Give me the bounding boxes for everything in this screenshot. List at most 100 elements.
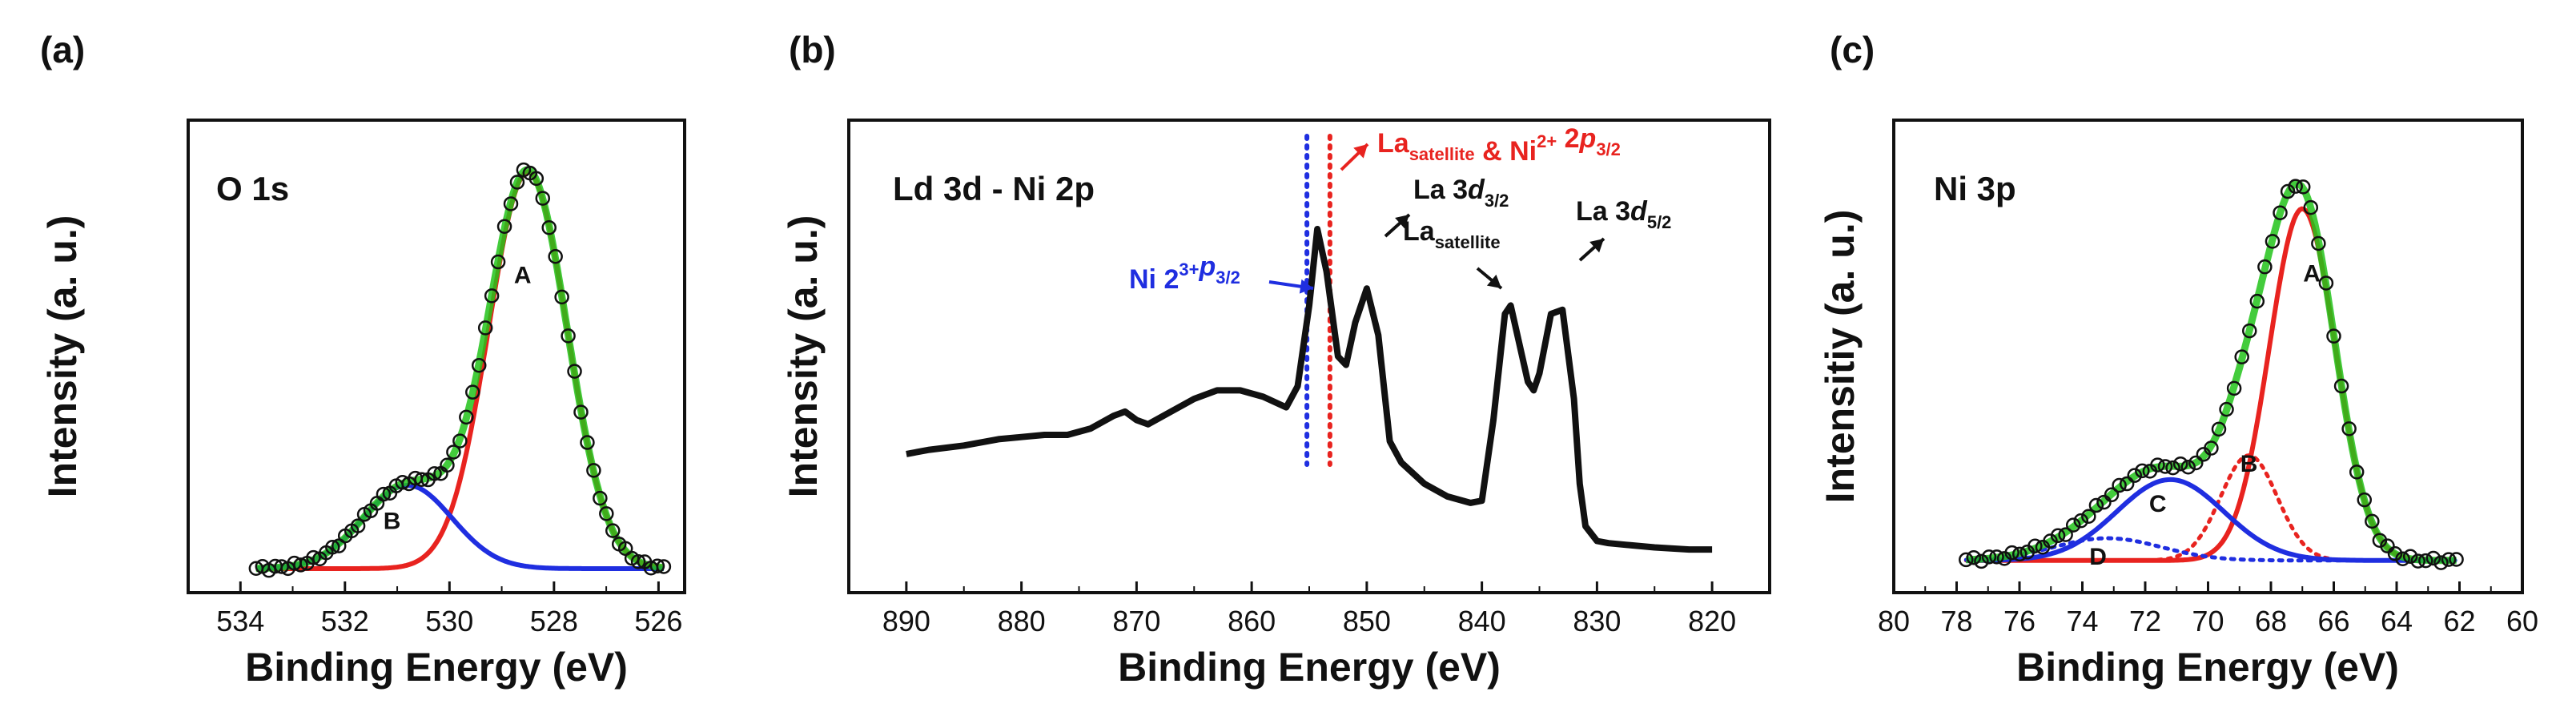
data-point	[2333, 378, 2349, 394]
data-point	[2112, 477, 2127, 493]
data-point	[548, 248, 563, 264]
data-point	[2433, 555, 2449, 570]
panel-a-xticks: 534 532 530 528 526	[216, 581, 682, 638]
xtick-label: 60	[2506, 605, 2538, 638]
data-point	[471, 357, 487, 373]
data-point	[2165, 460, 2180, 476]
xtick-label: 72	[2129, 605, 2161, 638]
panel-a-letter: (a)	[40, 29, 85, 70]
panel-b-title: Ld 3d - Ni 2p	[893, 170, 1095, 207]
xtick-label: 530	[425, 605, 473, 638]
data-point	[605, 523, 621, 538]
data-point	[2088, 497, 2104, 513]
data-point	[1959, 552, 1974, 568]
xtick-label: 78	[1940, 605, 1972, 638]
xtick-label: 66	[2317, 605, 2349, 638]
data-point	[2104, 487, 2120, 503]
annotation-la-satellite: Lasatellite	[1403, 216, 1501, 252]
data-point	[2081, 509, 2096, 524]
data-point	[2027, 538, 2043, 554]
data-point	[490, 254, 506, 270]
panel-b-annotations: Ni 23+p3/2 Lasatellite & Ni2+ 2p3/2 La 3d3…	[1129, 123, 1671, 295]
xtick-label: 890	[882, 605, 930, 638]
data-point	[2204, 440, 2219, 456]
data-point	[630, 554, 646, 569]
data-point	[2058, 527, 2073, 542]
panel-c-curves	[1963, 179, 2459, 565]
panel-a-xlabel: Binding Energy (eV)	[245, 645, 628, 690]
data-point	[599, 506, 614, 521]
data-point	[535, 191, 551, 206]
data-point	[580, 435, 595, 450]
data-point	[2150, 457, 2165, 473]
data-point	[1989, 549, 2004, 565]
data-point	[2180, 460, 2196, 475]
data-point	[2295, 179, 2311, 195]
data-point	[350, 518, 366, 533]
data-point	[2402, 549, 2418, 564]
panel-b-xlabel: Binding Energy (eV)	[1118, 645, 1501, 690]
xtick-label: 830	[1573, 605, 1621, 638]
data-point	[2188, 455, 2204, 471]
data-point	[2257, 259, 2273, 275]
xtick-label: 74	[2066, 605, 2098, 638]
peak-curve-A	[1966, 206, 2457, 563]
panel-c-title: Ni 3p	[1934, 170, 2016, 207]
annotation-ni3-arrow-head	[1299, 279, 1313, 294]
xtick-label: 850	[1343, 605, 1391, 638]
data-point	[2365, 513, 2380, 529]
xtick-label: 840	[1458, 605, 1506, 638]
data-point	[1966, 549, 1982, 565]
data-point	[477, 320, 493, 336]
envelope-curve	[1966, 179, 2457, 565]
panel-b-curves	[906, 226, 1713, 553]
panel-a-markers	[248, 162, 672, 578]
data-point	[446, 444, 461, 460]
peak-label-C: C	[2149, 491, 2167, 517]
data-point	[452, 433, 468, 448]
data-point	[2249, 293, 2265, 309]
panel-c-xticks: 80 78 76 74 72 70 68 66 64 62 60	[1878, 581, 2538, 638]
panel-c-ylabel: Intensitiy (a. u.)	[1818, 210, 1863, 504]
data-point	[459, 409, 474, 425]
data-point	[2303, 199, 2319, 215]
data-point	[2380, 538, 2395, 553]
xtick-label: 70	[2192, 605, 2224, 638]
annotation-la-3d52-arrow-head	[1589, 239, 1604, 253]
annotation-la-3d52: La 3d5/2	[1576, 196, 1671, 232]
xtick-label: 820	[1688, 605, 1736, 638]
data-point	[2065, 517, 2081, 533]
xtick-label: 528	[530, 605, 578, 638]
panel-c-peak-labels: A B C D	[2089, 261, 2321, 570]
data-point	[541, 219, 557, 235]
xtick-label: 860	[1228, 605, 1276, 638]
xtick-label: 532	[321, 605, 369, 638]
data-point	[2172, 456, 2188, 472]
data-point	[1974, 553, 1989, 569]
annotation-la-3d32-arrow-head	[1395, 215, 1409, 229]
panel-c: Ni 3p 80 78 76 74 72 70 68 66 64 62 60 A B C D Bindin…	[1818, 119, 2538, 690]
data-point	[2387, 546, 2403, 561]
panel-a-frame	[187, 119, 686, 594]
xtick-label: 870	[1112, 605, 1160, 638]
data-point	[376, 486, 392, 502]
xtick-label: 76	[2003, 605, 2035, 638]
data-point	[395, 474, 411, 490]
data-point	[2410, 553, 2425, 569]
panel-b-ylabel: Intensity (a. u.)	[781, 215, 826, 498]
data-point	[2211, 421, 2227, 437]
data-point	[2395, 551, 2410, 567]
xtick-label: 64	[2381, 605, 2413, 638]
data-point	[1981, 549, 1997, 565]
data-point	[2273, 205, 2288, 220]
data-point	[586, 463, 601, 478]
xtick-label: 62	[2443, 605, 2475, 638]
peak-label-A: A	[2303, 261, 2321, 288]
data-point	[2004, 545, 2019, 561]
peak-label-B: B	[2240, 451, 2258, 477]
data-point	[465, 384, 480, 400]
data-point	[293, 557, 308, 573]
data-point	[528, 171, 545, 187]
data-point	[2242, 323, 2257, 339]
data-point	[2311, 235, 2326, 251]
